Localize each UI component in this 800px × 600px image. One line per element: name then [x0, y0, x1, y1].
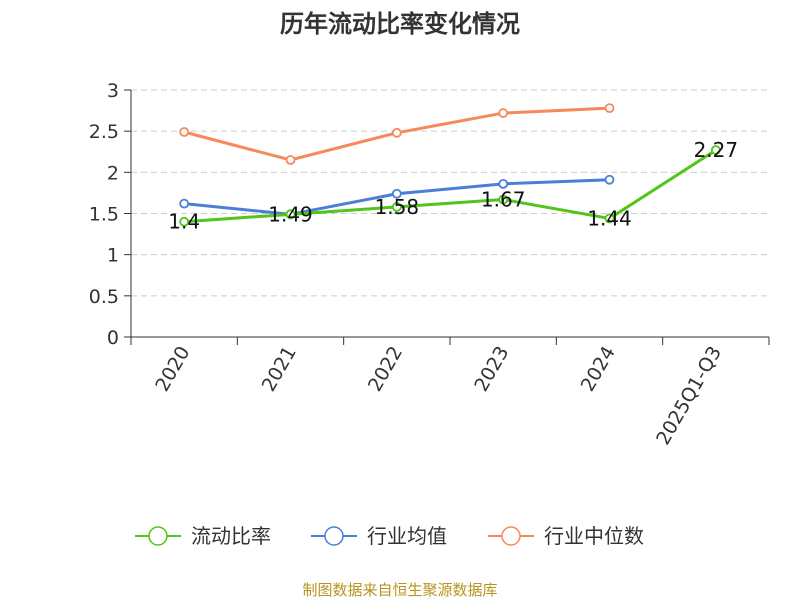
y-tick-label: 3 [107, 80, 119, 102]
data-point [498, 194, 509, 205]
data-point [179, 198, 190, 209]
data-label: 1.44 [587, 206, 632, 230]
series-group [179, 103, 721, 227]
y-tick-label: 0.5 [89, 286, 119, 308]
x-tick-label: 2024 [577, 343, 620, 396]
legend-label: 流动比率 [191, 524, 271, 548]
data-point [285, 155, 296, 165]
legend-label: 行业均值 [367, 524, 447, 548]
legend-marker [148, 526, 168, 546]
legend-item[interactable]: 行业中位数 [488, 524, 644, 548]
legend-label: 行业中位数 [544, 524, 644, 548]
series-line [184, 148, 717, 224]
y-tick-label: 2.5 [89, 121, 119, 143]
data-point [604, 213, 615, 224]
data-point [391, 127, 402, 138]
data-label: 1.49 [268, 202, 313, 226]
y-tick-label: 1.5 [89, 204, 119, 226]
x-tick-label: 2023 [470, 342, 513, 395]
data-label: 1.58 [375, 195, 420, 219]
legend-item[interactable]: 行业均值 [311, 524, 447, 548]
y-tick-label: 2 [107, 162, 119, 184]
x-tick-label: 2020 [151, 343, 194, 396]
axes: 0 0.5 1 1.5 2 2.5 3 2020 2021 2022 2023 2024 2025Q1-… [89, 80, 770, 449]
data-point [604, 103, 615, 114]
chart-title: 历年流动比率变化情况 [280, 10, 520, 38]
source-note: 制图数据来自恒生聚源数据库 [302, 581, 497, 599]
data-labels: 1.4 1.49 1.58 1.67 1.44 2.27 [168, 138, 738, 234]
data-point [179, 127, 190, 137]
x-tick-label: 2022 [364, 343, 407, 396]
data-point [285, 209, 296, 220]
data-label: 1.4 [168, 210, 200, 234]
data-label: 2.27 [694, 138, 739, 162]
grid [131, 89, 769, 297]
x-tick-label: 2021 [258, 343, 301, 396]
data-label: 1.67 [481, 188, 526, 212]
y-tick-label: 1 [107, 245, 119, 267]
data-point [391, 188, 402, 199]
data-point [710, 145, 721, 156]
legend-item[interactable]: 流动比率 [135, 524, 271, 548]
data-point [498, 178, 509, 189]
data-point [179, 216, 190, 227]
data-point [391, 202, 402, 212]
legend-marker [324, 526, 344, 546]
legend-marker [501, 526, 521, 546]
legend[interactable]: 流动比率 行业均值 行业中位数 [135, 524, 644, 548]
data-point [604, 174, 615, 185]
x-tick-label: 2025Q1-Q3 [652, 343, 726, 449]
y-tick-label: 0 [107, 327, 119, 349]
data-point [498, 108, 509, 118]
